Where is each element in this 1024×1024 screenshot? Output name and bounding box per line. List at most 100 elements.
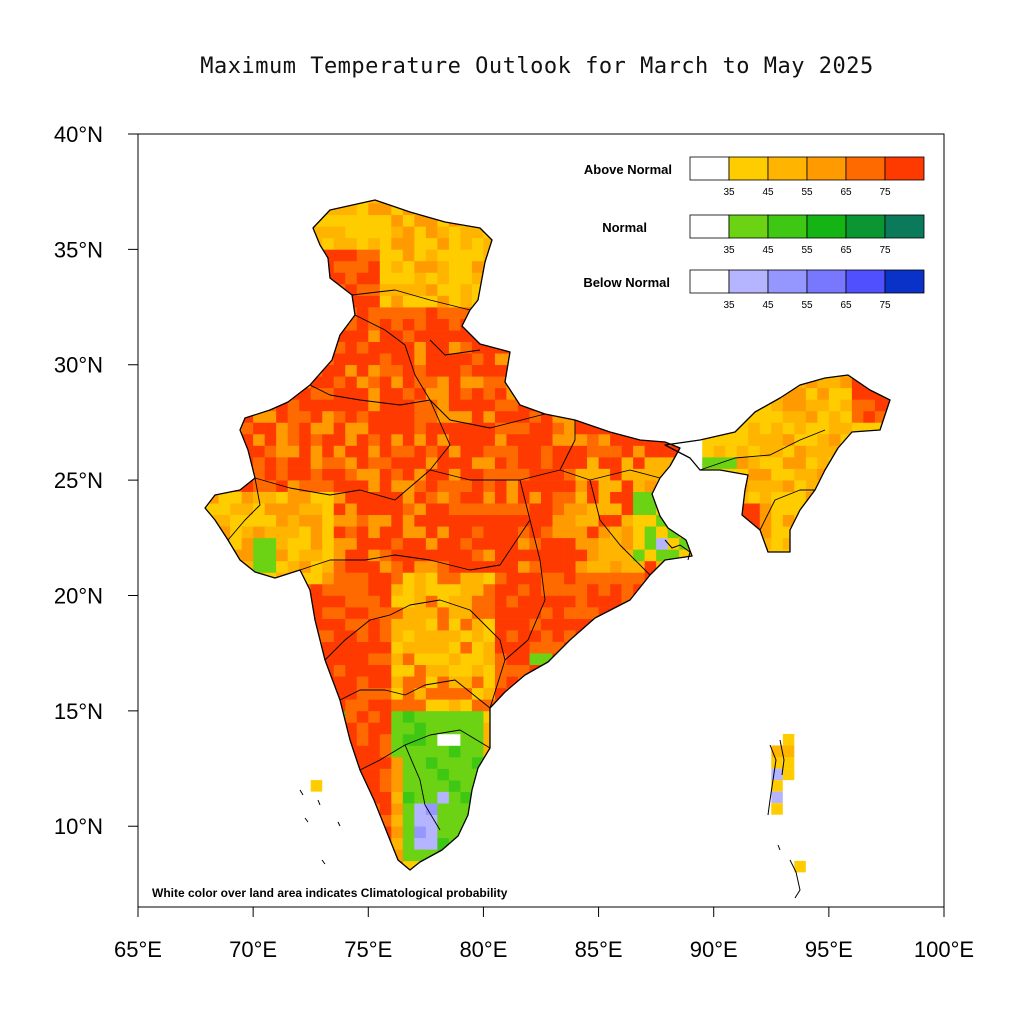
grid-cell: [379, 526, 392, 539]
grid-cell: [517, 468, 530, 481]
climatology-note: White color over land area indicates Cli…: [152, 886, 508, 900]
grid-cell: [471, 283, 484, 296]
grid-cell: [437, 422, 450, 435]
grid-cell: [644, 537, 657, 550]
grid-cell: [425, 457, 438, 469]
grid-cell: [356, 572, 369, 585]
grid-cell: [414, 537, 427, 550]
grid-cell: [322, 249, 335, 262]
grid-cell: [782, 468, 795, 481]
grid-cell: [379, 295, 392, 308]
grid-cell: [494, 514, 507, 527]
grid-cell: [460, 803, 473, 815]
legend-tick-label: 75: [879, 245, 891, 256]
grid-cell: [425, 814, 438, 827]
grid-cell: [529, 468, 542, 481]
grid-cell: [460, 757, 473, 769]
grid-cell: [391, 814, 404, 827]
grid-cell: [322, 237, 335, 250]
grid-cell: [506, 676, 519, 689]
grid-cell: [471, 226, 484, 239]
grid-cell: [414, 364, 427, 377]
grid-cell: [460, 560, 473, 573]
grid-cell: [656, 526, 668, 539]
grid-cell: [621, 480, 634, 492]
grid-cell: [748, 422, 761, 435]
grid-cell: [471, 387, 484, 400]
grid-cell: [702, 445, 715, 458]
grid-cell: [471, 572, 484, 585]
grid-cell: [448, 757, 461, 769]
grid-cell: [437, 503, 450, 516]
grid-cell: [356, 249, 369, 262]
grid-cell: [310, 503, 323, 516]
grid-cell: [552, 468, 565, 481]
grid-cell: [253, 526, 265, 539]
grid-cell: [448, 814, 461, 827]
grid-cell: [356, 468, 369, 481]
grid-cell: [425, 364, 438, 377]
grid-cell: [253, 445, 265, 458]
grid-cell: [322, 560, 335, 573]
grid-cell: [391, 283, 404, 296]
grid-cell: [759, 491, 772, 504]
grid-cell: [736, 422, 749, 435]
island-cell: [771, 757, 783, 769]
grid-cell: [759, 468, 772, 481]
grid-cell: [564, 618, 576, 631]
grid-cell: [575, 433, 588, 446]
grid-cell: [448, 549, 461, 562]
legend-swatch: [689, 214, 730, 239]
grid-cell: [494, 364, 507, 377]
grid-cell: [310, 607, 323, 619]
grid-cell: [425, 503, 438, 516]
grid-cell: [402, 480, 415, 492]
grid-cell: [494, 410, 507, 423]
legend-tick-label: 35: [723, 300, 735, 311]
legend-swatch: [767, 269, 808, 294]
grid-cell: [425, 283, 438, 296]
grid-cell: [644, 491, 657, 504]
grid-cell: [471, 687, 484, 700]
grid-cell: [402, 780, 415, 792]
grid-cell: [356, 283, 369, 296]
grid-cell: [402, 595, 415, 608]
grid-cell: [299, 480, 312, 492]
grid-cell: [805, 422, 818, 435]
grid-cell: [333, 572, 346, 585]
legend-tick-label: 75: [879, 300, 891, 311]
grid-cell: [368, 272, 381, 285]
grid-cell: [391, 364, 404, 377]
grid-cell: [379, 410, 392, 423]
grid-cell: [356, 722, 369, 735]
grid-cell: [759, 514, 772, 527]
coastline-islands: [299, 539, 801, 899]
grid-cell: [448, 641, 461, 654]
grid-cell: [391, 722, 404, 735]
grid-cell: [621, 514, 634, 527]
grid-cell: [598, 457, 611, 469]
grid-cell: [564, 630, 576, 642]
state-boundaries: [227, 289, 826, 831]
grid-cell: [541, 491, 553, 504]
grid-cell: [506, 503, 519, 516]
grid-cell: [471, 676, 484, 689]
grid-cell: [425, 722, 438, 735]
grid-cell: [379, 560, 392, 573]
grid-cell: [299, 491, 312, 504]
grid-cell: [587, 514, 599, 527]
grid-cell: [391, 295, 404, 308]
grid-cell: [448, 330, 461, 342]
grid-cell: [379, 445, 392, 458]
grid-cell: [299, 503, 312, 516]
grid-cell: [448, 433, 461, 446]
grid-cell: [437, 710, 450, 723]
grid-cell: [483, 433, 496, 446]
grid-cell: [333, 353, 346, 366]
grid-cell: [402, 791, 415, 804]
grid-cell: [437, 745, 450, 758]
grid-cell: [391, 260, 404, 273]
grid-cell: [483, 387, 496, 400]
grid-cell: [391, 433, 404, 446]
grid-cell: [448, 491, 461, 504]
